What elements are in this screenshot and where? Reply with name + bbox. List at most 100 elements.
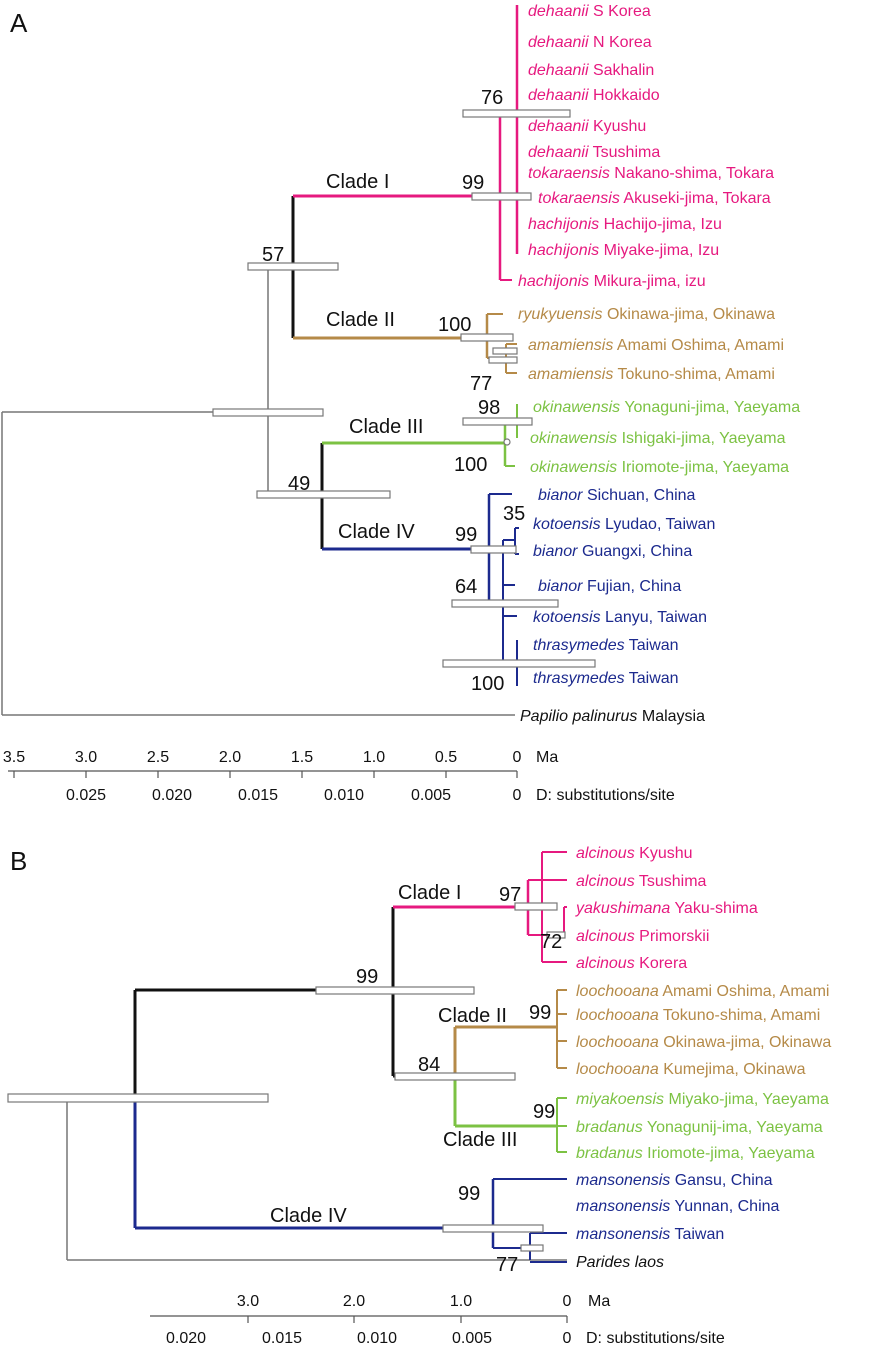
taxon-label: dehaanii Hokkaido xyxy=(528,87,660,104)
d-tick-label: 0.015 xyxy=(238,787,278,804)
taxon-label: mansonensis Yunnan, China xyxy=(576,1198,780,1215)
panel-a: A xyxy=(1,3,800,804)
clade-ii-label: Clade II xyxy=(326,309,395,331)
panel-a-time-axis: 3.5 3.0 2.5 2.0 1.5 1.0 0.5 0 Ma 0.025 0… xyxy=(3,749,675,804)
taxon-label: tokaraensis Akuseki-jima, Tokara xyxy=(538,190,771,207)
taxon-label: mansonensis Gansu, China xyxy=(576,1172,773,1189)
taxon-label: dehaanii S Korea xyxy=(528,3,651,20)
panel-b-branches xyxy=(66,851,567,1263)
support-value: 49 xyxy=(288,473,310,495)
support-value: 99 xyxy=(455,524,477,546)
support-value: 77 xyxy=(496,1254,518,1276)
taxon-label: okinawensis Iriomote-jima, Yaeyama xyxy=(530,459,789,476)
ma-tick-label: 0 xyxy=(513,749,522,766)
taxon-label: dehaanii Kyushu xyxy=(528,118,646,135)
support-value: 64 xyxy=(455,576,477,598)
clade-i-label: Clade I xyxy=(326,171,389,193)
ma-tick-label: 2.0 xyxy=(219,749,241,766)
ma-tick-label: 0 xyxy=(563,1293,572,1310)
panel-b-age-bars xyxy=(7,902,566,1252)
taxon-label: hachijonis Miyake-jima, Izu xyxy=(528,242,719,259)
support-value: 76 xyxy=(481,87,503,109)
d-tick-label: 0 xyxy=(563,1330,572,1346)
taxon-label: tokaraensis Nakano-shima, Tokara xyxy=(528,165,774,182)
d-tick-label: 0.025 xyxy=(66,787,106,804)
panel-b-clade-labels: Clade I Clade II Clade III Clade IV xyxy=(270,882,517,1227)
support-value: 97 xyxy=(499,884,521,906)
taxon-label: bianor Guangxi, China xyxy=(533,543,692,560)
taxon-label: dehaanii N Korea xyxy=(528,34,652,51)
taxon-label: thrasymedes Taiwan xyxy=(533,670,679,687)
d-tick-label: 0.005 xyxy=(452,1330,492,1346)
taxon-label: bradanus Yonagunij-ima, Yaeyama xyxy=(576,1119,823,1136)
ma-tick-label: 1.0 xyxy=(450,1293,472,1310)
ma-tick-label: 0.5 xyxy=(435,749,457,766)
taxon-label: alcinous Primorskii xyxy=(576,928,709,945)
support-value: 98 xyxy=(478,397,500,419)
ma-unit-label: Ma xyxy=(588,1293,610,1310)
taxon-label: okinawensis Yonaguni-jima, Yaeyama xyxy=(533,399,800,416)
support-value: 99 xyxy=(462,172,484,194)
taxon-label: loochooana Amami Oshima, Amami xyxy=(576,983,829,1000)
d-tick-label: 0 xyxy=(513,787,522,804)
d-tick-label: 0.015 xyxy=(262,1330,302,1346)
clade-iv-label: Clade IV xyxy=(338,521,415,543)
support-value: 99 xyxy=(533,1101,555,1123)
clade-ii-label: Clade II xyxy=(438,1005,507,1027)
panel-b-letter: B xyxy=(10,846,27,876)
taxon-label: ryukyuensis Okinawa-jima, Okinawa xyxy=(518,306,775,323)
taxon-label: alcinous Kyushu xyxy=(576,845,693,862)
d-unit-label: D: substitutions/site xyxy=(536,787,675,804)
d-tick-label: 0.020 xyxy=(166,1330,206,1346)
clade-i-label: Clade I xyxy=(398,882,461,904)
outgroup-label: Papilio palinurus Malaysia xyxy=(520,708,705,725)
support-value: 57 xyxy=(262,244,284,266)
taxon-label: alcinous Korera xyxy=(576,955,687,972)
ma-tick-label: 1.5 xyxy=(291,749,313,766)
taxon-label: loochooana Kumejima, Okinawa xyxy=(576,1061,806,1078)
d-tick-label: 0.010 xyxy=(357,1330,397,1346)
clade-iv-label: Clade IV xyxy=(270,1205,347,1227)
taxon-label: amamiensis Amami Oshima, Amami xyxy=(528,337,784,354)
ma-tick-label: 2.5 xyxy=(147,749,169,766)
outgroup-label: Parides laos xyxy=(576,1254,664,1271)
clade-iii-label: Clade III xyxy=(349,416,423,438)
taxon-label: bianor Sichuan, China xyxy=(538,487,696,504)
ma-tick-label: 3.5 xyxy=(3,749,25,766)
panel-a-taxon-labels: dehaanii S Korea dehaanii N Korea dehaan… xyxy=(518,3,800,725)
taxon-label: thrasymedes Taiwan xyxy=(533,637,679,654)
panel-b-support-values: 97 72 99 99 84 99 99 77 xyxy=(356,884,562,1276)
ma-tick-label: 2.0 xyxy=(343,1293,365,1310)
taxon-label: alcinous Tsushima xyxy=(576,873,707,890)
taxon-label: okinawensis Ishigaki-jima, Yaeyama xyxy=(530,430,786,447)
taxon-label: kotoensis Lanyu, Taiwan xyxy=(533,609,707,626)
ma-tick-label: 3.0 xyxy=(75,749,97,766)
ma-unit-label: Ma xyxy=(536,749,558,766)
support-value: 100 xyxy=(438,314,471,336)
support-value: 100 xyxy=(471,673,504,695)
taxon-label: dehaanii Sakhalin xyxy=(528,62,654,79)
panel-b-taxon-labels: alcinous Kyushu alcinous Tsushima yakush… xyxy=(575,845,831,1271)
taxon-label: bradanus Iriomote-jima, Yaeyama xyxy=(576,1145,815,1162)
taxon-label: kotoensis Lyudao, Taiwan xyxy=(533,516,715,533)
taxon-label: amamiensis Tokuno-shima, Amami xyxy=(528,366,775,383)
support-value: 84 xyxy=(418,1054,440,1076)
support-value: 77 xyxy=(470,373,492,395)
panel-b-time-axis: 3.0 2.0 1.0 0 Ma 0.020 0.015 0.010 0.005… xyxy=(150,1293,725,1346)
support-value: 99 xyxy=(458,1183,480,1205)
panel-b: B xyxy=(7,845,831,1346)
taxon-label: mansonensis Taiwan xyxy=(576,1226,724,1243)
support-value: 35 xyxy=(503,503,525,525)
d-tick-label: 0.020 xyxy=(152,787,192,804)
support-value: 99 xyxy=(356,966,378,988)
d-tick-label: 0.005 xyxy=(411,787,451,804)
taxon-label: yakushimana Yaku-shima xyxy=(575,900,758,917)
taxon-label: loochooana Okinawa-jima, Okinawa xyxy=(576,1034,831,1051)
ma-tick-label: 3.0 xyxy=(237,1293,259,1310)
panel-a-support-values: 76 99 57 100 77 98 100 49 99 35 64 100 xyxy=(262,87,525,695)
panel-a-branches xyxy=(1,5,519,716)
support-value: 72 xyxy=(540,931,562,953)
panel-a-clade-labels: Clade I Clade II Clade III Clade IV xyxy=(326,171,423,543)
panel-a-letter: A xyxy=(10,8,28,38)
